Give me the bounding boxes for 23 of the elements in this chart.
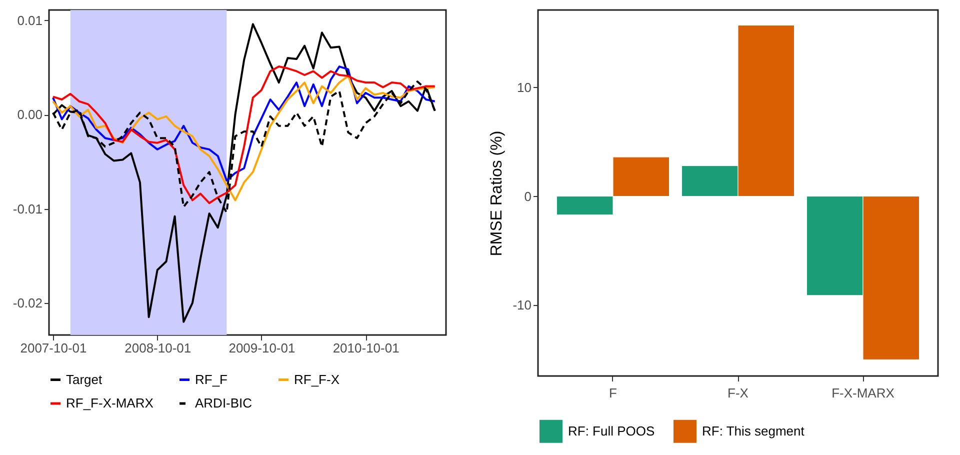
y-tick-label: 0.00 — [17, 107, 42, 122]
legend-label: RF_F-X — [294, 372, 340, 387]
y-axis-title: RMSE Ratios (%) — [488, 130, 506, 256]
legend-label: Target — [66, 372, 103, 387]
y-tick-label: 0 — [524, 188, 532, 204]
x-tick-label: 2008-10-01 — [124, 340, 192, 356]
legend-label: RF_F — [195, 372, 228, 387]
x-tick-label: F — [609, 386, 618, 400]
x-tick-label: F-X-MARX — [832, 386, 895, 400]
legend-label: RF_F-X-MARX — [66, 396, 154, 410]
x-tick-label: F-X — [728, 386, 749, 400]
y-tick-label: 0.01 — [17, 12, 42, 28]
x-tick-label: 2010-10-01 — [332, 340, 400, 356]
x-tick-label: 2009-10-01 — [228, 340, 296, 356]
y-tick-label: -0.02 — [12, 295, 42, 310]
y-tick-label: -0.01 — [12, 201, 42, 216]
legend-label: RF: This segment — [702, 423, 805, 438]
legend-label: RF: Full POOS — [568, 423, 656, 438]
y-tick-label: 10 — [517, 80, 532, 95]
y-tick-label: -10 — [512, 298, 532, 313]
legend-label: ARDI-BIC — [195, 396, 252, 410]
line-series — [52, 66, 436, 182]
x-tick-label: 2007-10-01 — [20, 340, 87, 356]
